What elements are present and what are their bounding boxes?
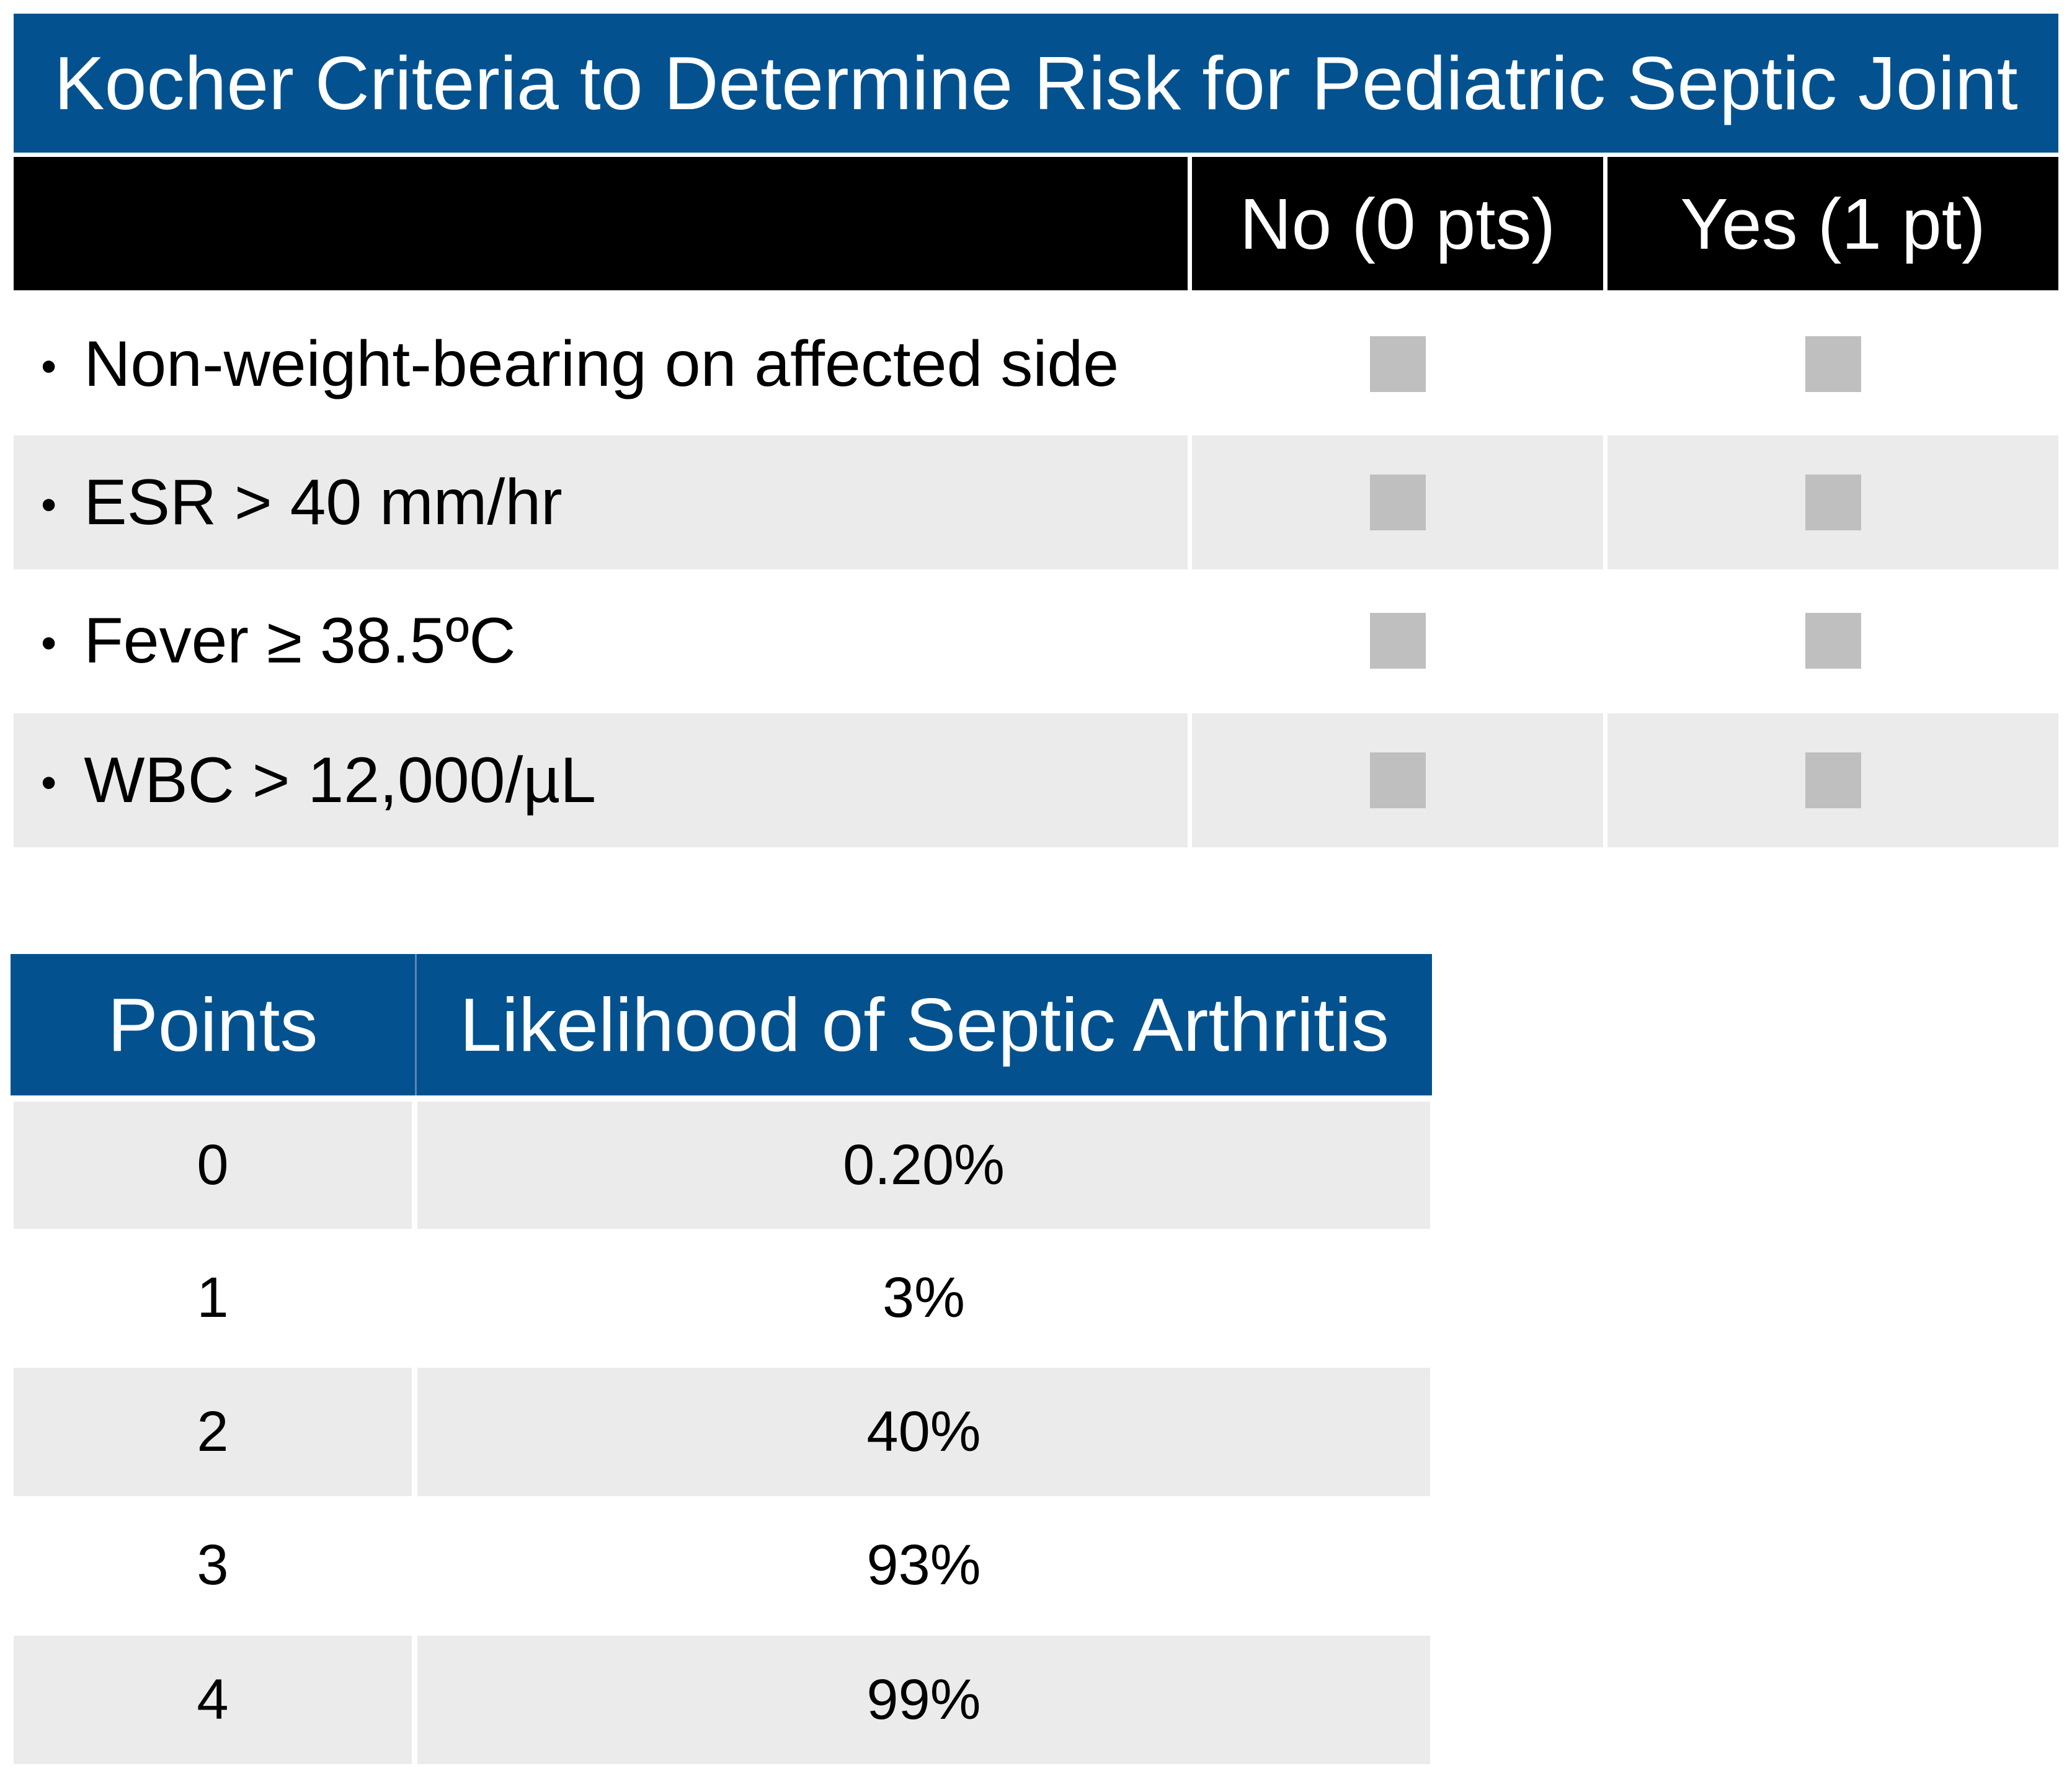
criteria-label: Fever ≥ 38.5ºC xyxy=(84,604,516,677)
criteria-label: ESR > 40 mm/hr xyxy=(84,466,562,538)
criteria-no-cell xyxy=(1192,713,1603,847)
criteria-header-no: No (0 pts) xyxy=(1192,157,1603,290)
bullet: • xyxy=(41,342,57,391)
yes-checkbox[interactable] xyxy=(1805,752,1861,808)
likelihood-header-points: Points xyxy=(11,954,415,1095)
no-checkbox[interactable] xyxy=(1369,613,1426,669)
bullet: • xyxy=(41,480,57,530)
criteria-no-cell xyxy=(1192,296,1603,432)
yes-checkbox[interactable] xyxy=(1805,613,1861,669)
criteria-row: • Fever ≥ 38.5ºC xyxy=(14,573,1188,708)
criteria-row: • ESR > 40 mm/hr xyxy=(14,435,1188,569)
likelihood-points-cell: 2 xyxy=(14,1368,412,1496)
criteria-label: WBC > 12,000/µL xyxy=(84,744,597,816)
no-checkbox[interactable] xyxy=(1369,752,1426,808)
likelihood-header-percent: Likelihood of Septic Arthritis xyxy=(417,954,1432,1095)
likelihood-percent-cell: 40% xyxy=(417,1368,1430,1496)
criteria-row: • Non-weight-bearing on affected side xyxy=(14,296,1188,432)
criteria-no-cell xyxy=(1192,435,1603,569)
criteria-yes-cell xyxy=(1607,296,2058,432)
no-checkbox[interactable] xyxy=(1369,336,1426,392)
page-title: Kocher Criteria to Determine Risk for Pe… xyxy=(14,14,2058,153)
bullet: • xyxy=(41,618,57,668)
likelihood-percent-cell: 93% xyxy=(866,1533,981,1597)
likelihood-points-cell: 4 xyxy=(14,1636,412,1764)
likelihood-points-cell: 3 xyxy=(197,1533,229,1597)
criteria-no-cell xyxy=(1192,573,1603,708)
criteria-header-yes: Yes (1 pt) xyxy=(1607,157,2058,290)
yes-checkbox[interactable] xyxy=(1805,475,1861,530)
likelihood-percent-cell: 0.20% xyxy=(417,1102,1430,1229)
criteria-header-blank xyxy=(14,157,1188,290)
criteria-yes-cell xyxy=(1607,713,2058,847)
no-checkbox[interactable] xyxy=(1369,475,1426,530)
likelihood-percent-cell: 3% xyxy=(883,1266,965,1329)
likelihood-points-cell: 1 xyxy=(197,1266,229,1329)
criteria-label: Non-weight-bearing on affected side xyxy=(84,328,1119,400)
criteria-yes-cell xyxy=(1607,435,2058,569)
criteria-yes-cell xyxy=(1607,573,2058,708)
criteria-row: • WBC > 12,000/µL xyxy=(14,713,1188,847)
bullet: • xyxy=(41,758,57,808)
yes-checkbox[interactable] xyxy=(1805,336,1861,392)
likelihood-points-cell: 0 xyxy=(14,1102,412,1229)
likelihood-percent-cell: 99% xyxy=(417,1636,1430,1764)
likelihood-header-divider xyxy=(415,954,417,1095)
